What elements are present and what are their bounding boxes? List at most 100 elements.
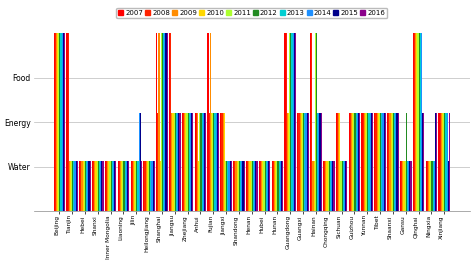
Bar xyxy=(392,113,393,211)
Bar xyxy=(439,113,441,211)
Bar xyxy=(447,113,448,211)
Bar xyxy=(343,161,344,211)
Bar xyxy=(221,113,223,211)
Bar xyxy=(301,113,302,211)
Bar xyxy=(314,161,315,211)
Bar xyxy=(66,33,67,211)
Bar xyxy=(86,161,87,211)
Bar xyxy=(182,113,183,211)
Bar xyxy=(191,113,192,211)
Bar xyxy=(332,161,333,211)
Bar xyxy=(112,161,113,211)
Bar xyxy=(330,161,331,211)
Bar xyxy=(430,161,431,211)
Bar xyxy=(93,161,94,211)
Bar xyxy=(61,33,62,211)
Bar xyxy=(310,33,311,211)
Bar xyxy=(195,113,196,211)
Bar xyxy=(220,113,221,211)
Bar xyxy=(363,113,364,211)
Bar xyxy=(375,113,377,211)
Bar xyxy=(300,113,301,211)
Bar xyxy=(128,161,129,211)
Bar xyxy=(259,161,260,211)
Bar xyxy=(156,33,157,211)
Bar xyxy=(249,161,251,211)
Bar xyxy=(58,33,59,211)
Bar xyxy=(247,161,248,211)
Bar xyxy=(289,33,290,211)
Bar xyxy=(229,161,231,211)
Bar xyxy=(77,161,78,211)
Bar xyxy=(328,161,329,211)
Bar xyxy=(272,161,273,211)
Bar xyxy=(56,33,57,211)
Bar xyxy=(162,33,163,211)
Bar xyxy=(97,161,98,211)
Bar xyxy=(197,113,198,211)
Bar xyxy=(79,161,80,211)
Bar xyxy=(67,33,69,211)
Bar xyxy=(436,113,437,211)
Bar xyxy=(164,33,165,211)
Bar xyxy=(264,161,266,211)
Bar xyxy=(316,33,317,211)
Bar xyxy=(244,161,245,211)
Bar xyxy=(110,161,112,211)
Bar xyxy=(192,113,193,211)
Bar xyxy=(205,113,206,211)
Bar xyxy=(201,113,203,211)
Bar xyxy=(109,161,110,211)
Bar xyxy=(233,161,234,211)
Bar xyxy=(268,161,269,211)
Bar xyxy=(427,161,428,211)
Bar xyxy=(377,113,378,211)
Bar xyxy=(426,161,427,211)
Bar xyxy=(368,113,370,211)
Bar xyxy=(239,161,240,211)
Bar xyxy=(410,161,411,211)
Bar xyxy=(282,161,283,211)
Bar xyxy=(185,113,186,211)
Bar xyxy=(444,113,446,211)
Bar xyxy=(90,161,91,211)
Bar xyxy=(114,161,115,211)
Bar xyxy=(211,113,212,211)
Bar xyxy=(287,113,288,211)
Bar xyxy=(292,33,294,211)
Legend: 2007, 2008, 2009, 2010, 2011, 2012, 2013, 2014, 2015, 2016: 2007, 2008, 2009, 2010, 2011, 2012, 2013… xyxy=(117,8,387,18)
Bar xyxy=(54,33,55,211)
Bar xyxy=(69,161,70,211)
Bar xyxy=(325,161,327,211)
Bar xyxy=(364,113,365,211)
Bar xyxy=(98,161,99,211)
Bar xyxy=(269,161,270,211)
Bar xyxy=(130,161,132,211)
Bar xyxy=(253,161,254,211)
Bar xyxy=(372,113,373,211)
Bar xyxy=(228,161,229,211)
Bar xyxy=(448,161,449,211)
Bar xyxy=(165,33,166,211)
Bar xyxy=(120,161,121,211)
Bar xyxy=(242,161,244,211)
Bar xyxy=(403,161,405,211)
Bar xyxy=(315,33,316,211)
Bar xyxy=(405,161,406,211)
Bar xyxy=(80,161,82,211)
Bar xyxy=(82,161,84,211)
Bar xyxy=(184,113,185,211)
Bar xyxy=(429,161,430,211)
Bar xyxy=(234,161,236,211)
Bar xyxy=(307,113,308,211)
Bar xyxy=(99,161,100,211)
Bar xyxy=(126,161,127,211)
Bar xyxy=(248,161,249,211)
Bar xyxy=(277,161,279,211)
Bar xyxy=(59,33,61,211)
Bar xyxy=(134,161,135,211)
Bar xyxy=(75,161,77,211)
Bar xyxy=(251,161,252,211)
Bar xyxy=(236,161,237,211)
Bar xyxy=(125,161,126,211)
